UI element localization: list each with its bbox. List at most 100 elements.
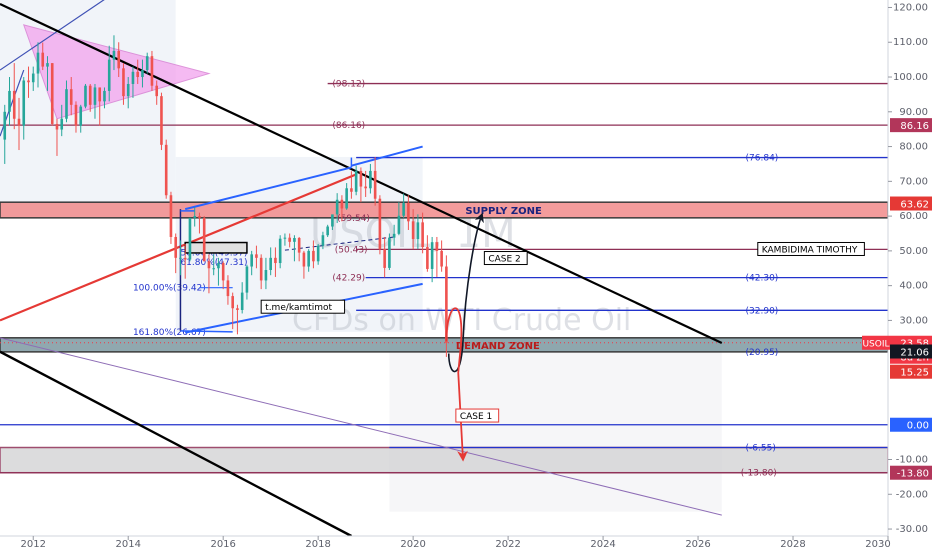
candle-body <box>231 296 234 309</box>
candle-body <box>297 238 301 253</box>
zone-SUPPLY ZONE <box>0 201 889 219</box>
candle-body <box>269 257 272 270</box>
candle-body <box>46 63 49 67</box>
level-label: (-6.55) <box>746 444 776 454</box>
candle-body <box>65 89 68 119</box>
candle-body <box>69 89 73 105</box>
x-tick-label: 2028 <box>780 539 805 550</box>
candle-body <box>107 59 111 91</box>
candle-body <box>74 104 78 126</box>
candle-body <box>164 144 168 196</box>
candle-body <box>331 214 334 227</box>
candle-body <box>312 250 315 262</box>
x-tick-label: 2020 <box>400 539 425 550</box>
candle-body <box>302 252 306 267</box>
candle-body <box>430 242 434 269</box>
candle-body <box>236 308 239 310</box>
candle-body <box>221 263 225 281</box>
y-tick-label: 90.00 <box>899 107 928 118</box>
price-tag-bg <box>890 364 932 379</box>
x-tick-label: 2022 <box>495 539 520 550</box>
candle-body <box>240 292 244 310</box>
candle-body <box>3 111 7 140</box>
candle-body <box>435 242 439 251</box>
level-label: (76.84) <box>746 154 779 164</box>
x-axis-bg <box>0 536 932 550</box>
candle-body <box>93 87 97 105</box>
candle-body <box>79 106 83 126</box>
candle-body <box>174 236 178 258</box>
candle-body <box>316 245 320 262</box>
candle-body <box>112 50 116 60</box>
y-tick-label: -20.00 <box>896 489 928 500</box>
candle-body <box>188 217 192 260</box>
candle-body <box>202 217 206 262</box>
x-tick-label: 2014 <box>115 539 140 550</box>
lower-trend-line <box>0 350 352 538</box>
candle-body <box>369 170 372 189</box>
candle-body <box>141 70 144 78</box>
candle-body <box>264 270 268 281</box>
candle-body <box>117 50 121 69</box>
price-tag-value: -13.80 <box>897 469 929 480</box>
candle-body <box>155 85 159 97</box>
price-tag-value: 23.58 <box>900 339 929 350</box>
candle-body <box>136 71 140 78</box>
candle-body <box>88 85 92 105</box>
candle-body <box>364 186 367 189</box>
overlay-layer: KAMBIDIMA TIMOTHY t.me/kamtimot CASE 2 CASE… <box>260 212 865 462</box>
candle-body <box>378 198 382 250</box>
candle-body <box>12 90 16 119</box>
price-tag-bg <box>890 417 932 432</box>
price-tag-symbol-bg <box>862 335 890 350</box>
candle-body <box>31 73 35 83</box>
y-tick-label: 60.00 <box>899 211 928 222</box>
level-label: (42.30) <box>746 274 779 284</box>
annotation-text: KAMBIDIMA TIMOTHY <box>762 245 858 255</box>
y-tick-label: 100.00 <box>893 72 928 83</box>
candle-body <box>212 268 215 270</box>
candle-body <box>307 250 310 267</box>
y-axis-bg <box>888 0 932 550</box>
fib-dashed-line <box>284 236 395 251</box>
level-label: (98.12) <box>332 80 365 90</box>
candle-body <box>103 90 106 102</box>
candle-body <box>373 170 377 199</box>
price-tag-value: 86.16 <box>900 121 929 132</box>
candle-body <box>207 261 211 269</box>
x-tick-label: 2024 <box>590 539 615 550</box>
level-label: (86.16) <box>332 121 365 131</box>
channel-upper <box>184 166 352 211</box>
channel-line <box>0 0 105 71</box>
fib-level-label: 100.00%(39.42) <box>133 284 206 294</box>
candle-body <box>193 216 197 218</box>
candle-body <box>416 222 420 240</box>
candle-body <box>122 68 125 97</box>
x-tick-label: 2030 <box>865 539 890 550</box>
candle-body <box>335 199 339 215</box>
candle-body <box>84 85 87 107</box>
x-tick-label: 2018 <box>305 539 330 550</box>
price-tag-bg <box>890 196 932 211</box>
annotation-box <box>483 251 528 266</box>
candle-body <box>217 263 220 269</box>
candle-body <box>411 221 415 240</box>
case2-path <box>447 212 484 373</box>
candle-body <box>126 83 130 97</box>
level-label: (32.90) <box>746 306 779 316</box>
price-tag-value: 15.25 <box>900 368 929 379</box>
candle-body <box>278 238 282 264</box>
candle-body <box>350 188 353 192</box>
candle-body <box>255 254 258 258</box>
level-label: (59.54) <box>337 214 370 224</box>
candle-body <box>426 247 429 269</box>
candle-body <box>383 249 386 268</box>
candle-body <box>288 237 291 242</box>
candle-body <box>183 257 187 260</box>
candle-body <box>326 226 329 236</box>
candle-body <box>150 56 154 86</box>
annotation-text: t.me/kamtimot <box>265 303 332 313</box>
candle-body <box>250 254 253 267</box>
